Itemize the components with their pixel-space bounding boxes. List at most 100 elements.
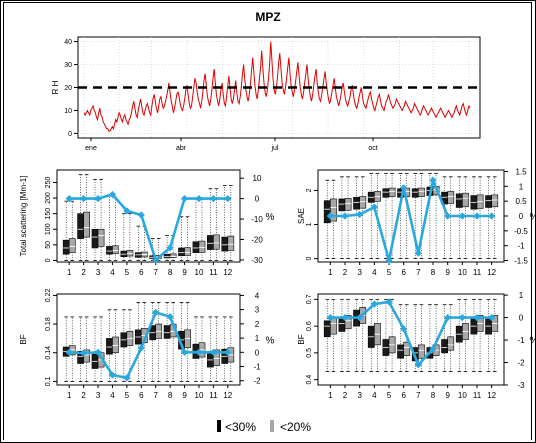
- box-light: [227, 185, 235, 261]
- y2tick-label: 3: [255, 306, 260, 315]
- rh-panel: 0 10 20 30 40 R H ene abr jul oct: [51, 36, 481, 152]
- percent-point: [108, 190, 117, 199]
- box-body: [169, 253, 177, 258]
- percent-point: [444, 313, 452, 322]
- box-light: [155, 302, 163, 382]
- ytick-label: 0.1: [45, 376, 52, 386]
- xtick-label: 2: [81, 268, 86, 277]
- panel-frame: [317, 293, 505, 386]
- percent-point: [224, 195, 232, 203]
- box-light: [374, 298, 381, 373]
- percent-point: [458, 212, 466, 220]
- box-body: [411, 188, 419, 198]
- box-body: [178, 247, 185, 257]
- box-light: [83, 316, 90, 382]
- y2tick-label: 1.5: [515, 167, 527, 176]
- box-body: [68, 238, 76, 253]
- y2label: %: [266, 212, 275, 223]
- percent-point: [195, 195, 203, 203]
- box-body: [359, 196, 367, 209]
- rh-ytick-label: 10: [64, 108, 72, 115]
- box-body: [344, 197, 352, 211]
- box-body: [353, 196, 360, 210]
- percent-point: [80, 195, 88, 203]
- percent-point: [341, 212, 349, 220]
- y2tick-label: -10: [251, 215, 263, 224]
- box-dark: [77, 316, 84, 382]
- rh-xtick-label: abr: [176, 145, 187, 152]
- xtick-label: 11: [473, 268, 482, 277]
- y2tick-label: -1: [517, 242, 525, 251]
- xtick-label: 12: [487, 391, 496, 400]
- box-light: [184, 302, 191, 382]
- y2tick-label: -2: [517, 359, 525, 368]
- rh-ytick-label: 0: [68, 131, 72, 138]
- percent-point: [224, 348, 232, 356]
- box-body: [213, 234, 220, 250]
- box-body: [491, 194, 499, 208]
- box-body: [418, 187, 425, 197]
- box-body: [184, 247, 191, 256]
- y2tick-label: 0: [255, 348, 260, 357]
- percent-point: [414, 361, 422, 369]
- box-body: [83, 211, 90, 238]
- box-body: [330, 317, 337, 335]
- legend-swatch-light: [270, 420, 274, 432]
- box-body: [418, 344, 425, 359]
- box-body: [441, 339, 448, 354]
- y2tick-label: 0: [519, 314, 524, 323]
- box-light: [359, 176, 367, 259]
- box-light: [388, 173, 396, 259]
- ylabel: SAE: [297, 208, 306, 224]
- percent-point: [209, 195, 217, 203]
- percent-point: [444, 212, 452, 220]
- xtick-label: 1: [67, 268, 72, 277]
- box-body: [112, 245, 119, 254]
- box-light: [418, 304, 425, 373]
- box-light: [213, 188, 220, 261]
- xtick-label: 10: [458, 268, 467, 277]
- box-body: [403, 341, 411, 356]
- box-body: [106, 246, 113, 255]
- xtick-label: 4: [110, 391, 115, 400]
- percent-point: [400, 325, 408, 333]
- box-light: [491, 176, 499, 259]
- percent-point: [166, 313, 174, 321]
- xtick-label: 11: [473, 391, 482, 400]
- ytick-label: 0: [306, 257, 313, 261]
- xtick-label: 8: [431, 391, 436, 400]
- percent-point: [488, 313, 496, 322]
- box-body: [97, 228, 105, 247]
- ytick-label: 0.4: [306, 375, 313, 385]
- xtick-label: 1: [328, 391, 333, 400]
- box-body: [397, 344, 404, 359]
- box-light: [462, 298, 469, 373]
- percent-point: [488, 212, 496, 220]
- percent-point: [123, 207, 131, 215]
- rh-xtick-label: jul: [270, 145, 278, 152]
- xtick-label: 6: [401, 391, 406, 400]
- box-body: [192, 241, 200, 253]
- box-light: [476, 298, 484, 373]
- ytick-label: 100: [45, 223, 52, 235]
- percent-point: [166, 244, 174, 252]
- y2tick-label: -1.5: [514, 257, 528, 266]
- box-light: [388, 298, 396, 373]
- y2label: %: [266, 336, 275, 347]
- box-body: [388, 187, 396, 197]
- xtick-label: 1: [67, 391, 72, 400]
- ytick-label: 1: [306, 222, 313, 226]
- xtick-label: 2: [81, 391, 86, 400]
- ytick-label: 0.7: [306, 294, 313, 304]
- xtick-label: 12: [223, 268, 232, 277]
- box-light: [447, 176, 455, 259]
- percent-point: [370, 203, 378, 211]
- percent-point: [473, 212, 481, 220]
- box-light: [213, 316, 220, 382]
- y2tick-label: 1: [519, 291, 524, 300]
- box-body: [213, 349, 220, 366]
